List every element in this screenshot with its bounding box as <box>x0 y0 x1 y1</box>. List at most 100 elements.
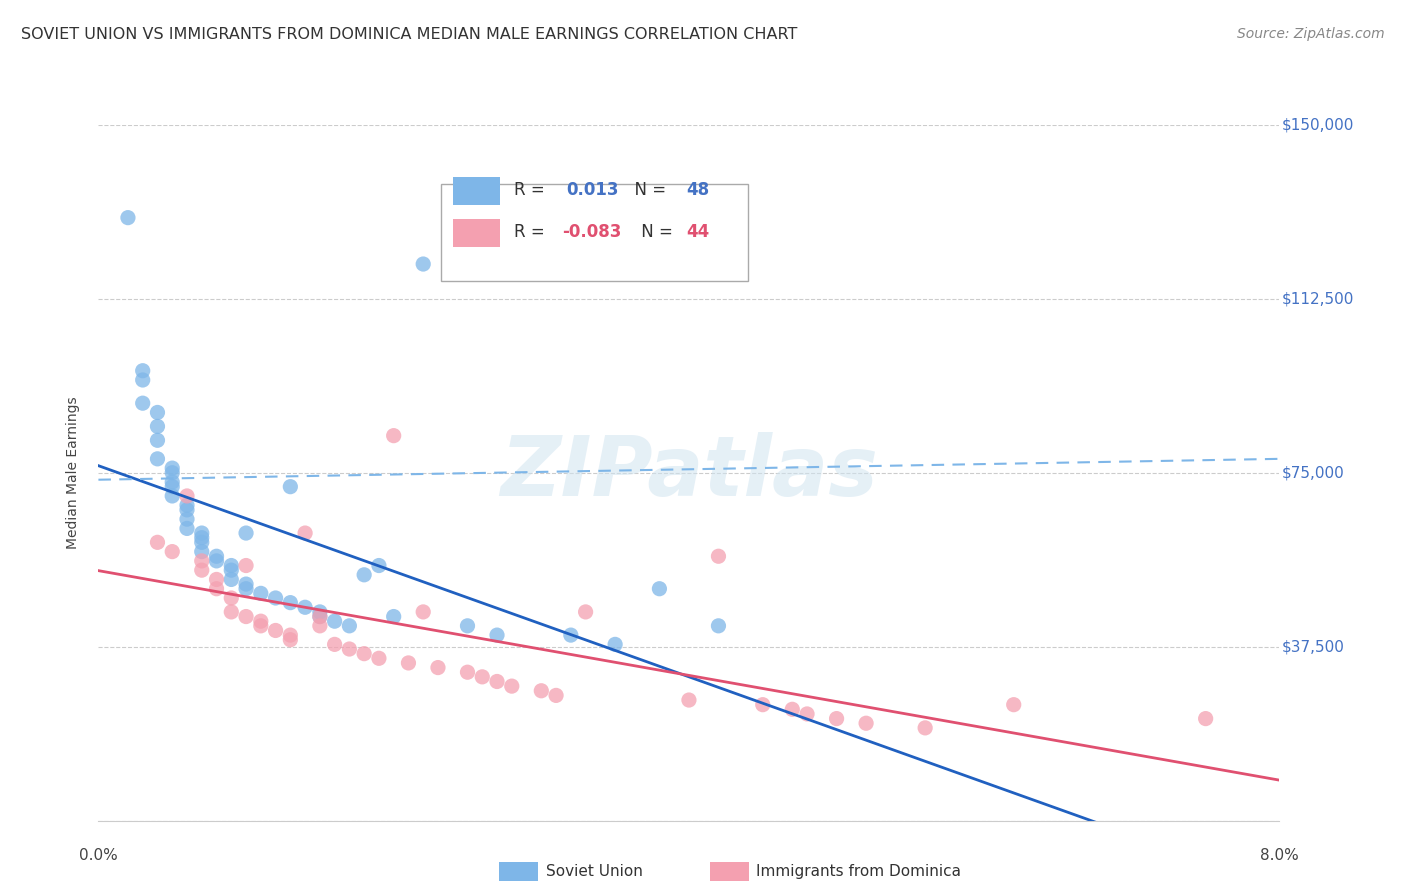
Point <box>117 211 139 225</box>
Point <box>382 609 405 624</box>
Point <box>782 702 804 716</box>
Point <box>235 577 257 591</box>
Point <box>219 563 242 577</box>
Point <box>353 647 375 661</box>
Point <box>456 619 478 633</box>
Point <box>323 614 346 628</box>
Point <box>235 558 257 573</box>
Point <box>426 660 449 674</box>
FancyBboxPatch shape <box>441 184 748 281</box>
Bar <box>453 219 501 247</box>
Text: $112,500: $112,500 <box>1282 292 1354 306</box>
Point <box>337 619 360 633</box>
Text: R =: R = <box>515 181 550 199</box>
Point <box>456 665 478 680</box>
Text: SOVIET UNION VS IMMIGRANTS FROM DOMINICA MEDIAN MALE EARNINGS CORRELATION CHART: SOVIET UNION VS IMMIGRANTS FROM DOMINICA… <box>21 27 797 42</box>
Point <box>308 619 332 633</box>
Point <box>146 419 169 434</box>
Point <box>162 475 183 489</box>
Point <box>264 591 287 605</box>
Bar <box>453 177 501 205</box>
Point <box>367 558 389 573</box>
Point <box>501 679 523 693</box>
Point <box>485 628 508 642</box>
Point <box>162 489 183 503</box>
Point <box>205 549 228 564</box>
Text: Immigrants from Dominica: Immigrants from Dominica <box>756 864 962 879</box>
Point <box>235 609 257 624</box>
Point <box>278 628 301 642</box>
Point <box>1194 712 1216 726</box>
Point <box>219 605 242 619</box>
Point <box>308 609 332 624</box>
Point <box>337 642 360 657</box>
Point <box>162 466 183 480</box>
Point <box>176 498 198 512</box>
Point <box>914 721 936 735</box>
Point <box>707 619 730 633</box>
Point <box>278 596 301 610</box>
Point <box>382 428 405 442</box>
Point <box>294 526 316 541</box>
Point <box>162 480 183 494</box>
Text: Soviet Union: Soviet Union <box>546 864 643 879</box>
Text: R =: R = <box>515 223 550 241</box>
Point <box>323 637 346 651</box>
Text: Source: ZipAtlas.com: Source: ZipAtlas.com <box>1237 27 1385 41</box>
Point <box>162 461 183 475</box>
Point <box>146 405 169 419</box>
Text: 44: 44 <box>686 223 710 241</box>
Point <box>191 535 214 549</box>
Point <box>308 605 332 619</box>
Point <box>412 605 434 619</box>
Point <box>250 614 273 628</box>
Text: $150,000: $150,000 <box>1282 118 1354 132</box>
Point <box>146 535 169 549</box>
Point <box>132 373 155 387</box>
Point <box>146 434 169 448</box>
Point <box>544 689 567 703</box>
Text: 48: 48 <box>686 181 710 199</box>
Point <box>751 698 773 712</box>
Point <box>825 712 848 726</box>
Point <box>678 693 700 707</box>
Text: N =: N = <box>624 181 671 199</box>
Point <box>648 582 671 596</box>
Point <box>605 637 627 651</box>
Point <box>412 257 434 271</box>
Point <box>796 706 818 721</box>
Point <box>250 586 273 600</box>
Point <box>530 683 553 698</box>
Point <box>367 651 389 665</box>
Point <box>560 628 582 642</box>
Point <box>162 544 183 558</box>
Text: $37,500: $37,500 <box>1282 640 1344 654</box>
Point <box>191 526 214 541</box>
Text: 8.0%: 8.0% <box>1260 848 1299 863</box>
Point <box>191 554 214 568</box>
Point <box>205 582 228 596</box>
Point <box>176 512 198 526</box>
Point <box>205 554 228 568</box>
Point <box>191 531 214 545</box>
Point <box>219 573 242 587</box>
Point <box>855 716 877 731</box>
Text: 0.0%: 0.0% <box>79 848 118 863</box>
Point <box>353 567 375 582</box>
Point <box>191 544 214 558</box>
Point <box>264 624 287 638</box>
Y-axis label: Median Male Earnings: Median Male Earnings <box>66 396 80 549</box>
Text: 0.013: 0.013 <box>567 181 619 199</box>
Text: N =: N = <box>636 223 678 241</box>
Point <box>278 480 301 494</box>
Point <box>308 609 332 624</box>
Point <box>278 632 301 647</box>
Text: -0.083: -0.083 <box>562 223 621 241</box>
Point <box>176 489 198 503</box>
Point <box>219 558 242 573</box>
Point <box>471 670 494 684</box>
Point <box>707 549 730 564</box>
Point <box>396 656 419 670</box>
Point <box>191 563 214 577</box>
Point <box>235 582 257 596</box>
